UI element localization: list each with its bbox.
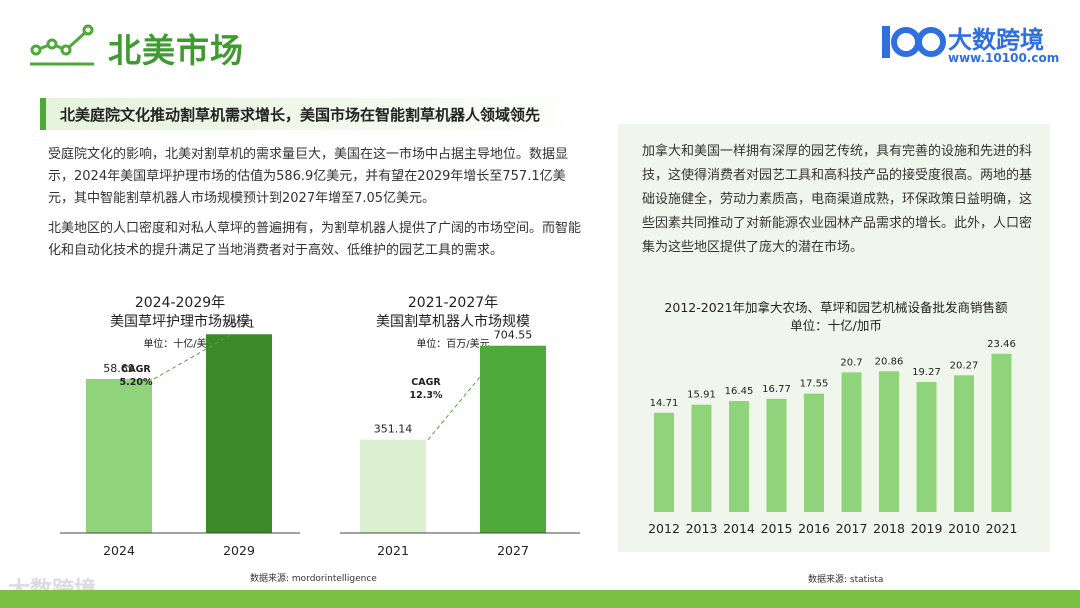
chart1-subtitle: 美国草坪护理市场规模 bbox=[110, 313, 250, 330]
chart2-cagr-value: 12.3% bbox=[410, 390, 443, 401]
chart3-bar-2019 bbox=[916, 382, 937, 512]
chart3-value-label: 17.55 bbox=[800, 379, 829, 390]
chart3-value-label: 16.45 bbox=[725, 386, 754, 397]
chart2-cagr-line bbox=[427, 345, 507, 440]
chart1-unit: 单位：十亿/美元 bbox=[143, 337, 216, 350]
chart3-bar-2012 bbox=[654, 412, 674, 512]
chart3-value-label: 19.27 bbox=[912, 367, 941, 378]
chart2-cagr-label: CAGR bbox=[411, 377, 441, 388]
chart3-x-label: 2012 bbox=[648, 521, 680, 536]
right-paragraph: 加拿大和美国一样拥有深厚的园艺传统，具有完善的设施和先进的科技，这使得消费者对园… bbox=[642, 144, 1033, 255]
chart3-bar-2018 bbox=[879, 371, 899, 512]
trend-line-icon bbox=[30, 24, 94, 66]
chart1-x-label: 2024 bbox=[103, 543, 135, 558]
chart3-x-label: 2018 bbox=[873, 521, 905, 536]
chart2-unit: 单位：百万/美元 bbox=[416, 337, 489, 350]
chart-robot-mower-market: 2021-2027年 美国割草机器人市场规模 单位：百万/美元 351.14 20… bbox=[340, 295, 580, 558]
chart3-bar-2013 bbox=[691, 404, 712, 512]
chart1-bar-2029 bbox=[206, 334, 272, 533]
chart-lawn-care-market: 2024-2029年 美国草坪护理市场规模 单位：十亿/美元 58.69 2024… bbox=[60, 295, 300, 558]
chart3-x-label: 2019 bbox=[911, 521, 943, 536]
chart3-value-label: 14.71 bbox=[650, 398, 679, 409]
chart3-value-label: 16.77 bbox=[762, 384, 791, 395]
subheading-accent bbox=[40, 98, 46, 130]
chart2-value-label: 351.14 bbox=[374, 423, 413, 436]
chart1-x-label: 2029 bbox=[223, 543, 255, 558]
chart3-value-label: 15.91 bbox=[687, 390, 716, 401]
chart2-title: 2021-2027年 bbox=[408, 295, 498, 311]
chart3-x-label: 2015 bbox=[761, 521, 793, 536]
page-title: 北美市场 bbox=[108, 31, 244, 70]
chart3-x-label: 2014 bbox=[723, 521, 755, 536]
chart3-x-label: 2016 bbox=[798, 521, 830, 536]
left-paragraph-2: 北美地区的人口密度和对私人草坪的普遍拥有，为割草机器人提供了广阔的市场空间。而智… bbox=[48, 221, 582, 258]
source-left: 数据来源: mordorintelligence bbox=[250, 574, 377, 584]
chart1-bar-2024 bbox=[86, 378, 152, 533]
logo-mark-icon bbox=[882, 26, 946, 58]
chart3-x-label: 2021 bbox=[986, 521, 1018, 536]
chart1-cagr-value: 5.20% bbox=[120, 377, 153, 388]
chart3-value-label: 20.86 bbox=[875, 356, 904, 367]
chart3-bar-2010 bbox=[954, 375, 974, 512]
left-paragraph-1: 受庭院文化的影响，北美对割草机的需求量巨大，美国在这一市场中占据主导地位。数据显… bbox=[48, 147, 569, 206]
chart1-title: 2024-2029年 bbox=[135, 295, 225, 311]
logo-name: 大数跨境 bbox=[948, 26, 1044, 54]
chart3-x-label: 2010 bbox=[948, 521, 980, 536]
subheading-background bbox=[40, 98, 580, 130]
subheading: 北美庭院文化推动割草机需求增长，美国市场在智能割草机器人领域领先 bbox=[60, 106, 541, 124]
chart3-x-label: 2013 bbox=[686, 521, 718, 536]
chart2-subtitle: 美国割草机器人市场规模 bbox=[376, 313, 530, 330]
chart3-bar-2014 bbox=[729, 401, 749, 512]
chart1-value-label: 58.69 bbox=[103, 362, 135, 375]
chart1-value-label: 75.71 bbox=[223, 317, 255, 330]
chart2-x-label: 2021 bbox=[377, 543, 409, 558]
chart3-value-label: 20.7 bbox=[840, 357, 862, 368]
source-right: 数据来源: statista bbox=[808, 575, 884, 585]
logo-url: www.10100.com bbox=[948, 51, 1060, 65]
right-panel bbox=[618, 124, 1050, 552]
chart1-cagr-line bbox=[153, 333, 233, 380]
chart3-subtitle: 单位：十亿/加币 bbox=[790, 318, 882, 333]
chart3-value-label: 20.27 bbox=[950, 360, 979, 371]
chart3-x-label: 2017 bbox=[836, 521, 868, 536]
chart1-cagr-label: CAGR bbox=[121, 364, 151, 375]
chart2-x-label: 2027 bbox=[497, 543, 529, 558]
chart3-bar-2015 bbox=[766, 398, 787, 512]
chart3-value-label: 23.46 bbox=[987, 339, 1016, 350]
chart3-bar-2016 bbox=[804, 393, 824, 512]
chart2-value-label: 704.55 bbox=[494, 329, 533, 342]
chart2-bar-2021 bbox=[360, 439, 426, 533]
chart3-bar-2021 bbox=[991, 353, 1012, 512]
chart-canada-sales: 2012-2021年加拿大农场、草坪和园艺机械设备批发商销售额 单位：十亿/加币… bbox=[648, 300, 1018, 536]
chart3-title: 2012-2021年加拿大农场、草坪和园艺机械设备批发商销售额 bbox=[664, 300, 1008, 315]
bottom-bar bbox=[0, 590, 1080, 608]
chart2-bar-2027 bbox=[480, 345, 546, 533]
chart3-bar-2017 bbox=[841, 372, 862, 512]
